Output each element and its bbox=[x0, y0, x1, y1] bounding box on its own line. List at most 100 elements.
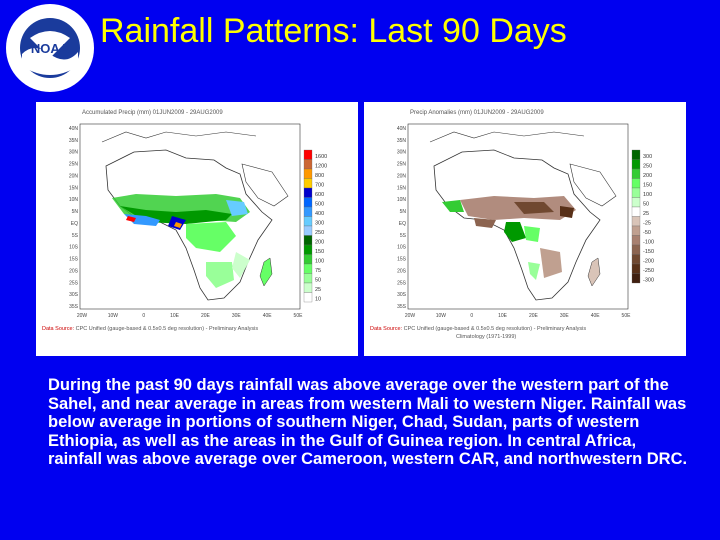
left-lat-tick: 30N bbox=[69, 150, 79, 156]
right-legend-label: 50 bbox=[643, 202, 649, 208]
right-legend-swatch bbox=[631, 216, 641, 227]
right-lat-tick: 10S bbox=[397, 245, 407, 251]
left-legend-swatch bbox=[303, 244, 313, 255]
right-legend-swatch bbox=[631, 187, 641, 198]
left-map-title: Accumulated Precip (mm) 01JUN2009 - 29AU… bbox=[82, 110, 223, 116]
left-lon-tick: 10W bbox=[108, 313, 119, 319]
right-legend-label: -25 bbox=[643, 221, 651, 227]
left-legend-label: 500 bbox=[315, 202, 324, 208]
left-source-label: Data Source: bbox=[42, 326, 75, 332]
left-legend-label: 100 bbox=[315, 259, 324, 265]
left-source-text: CPC Unified (gauge-based & 0.5x0.5 deg r… bbox=[75, 326, 259, 332]
left-legend-label: 300 bbox=[315, 221, 324, 227]
right-legend-swatch bbox=[631, 235, 641, 246]
left-legend-label: 10 bbox=[315, 297, 321, 303]
page-title: Rainfall Patterns: Last 90 Days bbox=[100, 12, 567, 50]
left-lat-tick: 20N bbox=[69, 173, 79, 179]
right-lat-tick: 25N bbox=[397, 162, 407, 168]
left-lon-tick: 30E bbox=[232, 313, 242, 319]
right-legend-label: -50 bbox=[643, 230, 651, 236]
right-lat-tick: 15S bbox=[397, 257, 407, 263]
left-lat-tick: 30S bbox=[69, 292, 79, 298]
left-legend-label: 150 bbox=[315, 249, 324, 255]
right-legend-swatch bbox=[631, 168, 641, 179]
left-legend-swatch bbox=[303, 178, 313, 189]
left-legend-label: 800 bbox=[315, 173, 324, 179]
right-lat-tick: 20N bbox=[397, 173, 407, 179]
left-lon-tick: 20E bbox=[201, 313, 211, 319]
left-legend-label: 250 bbox=[315, 230, 324, 236]
right-legend-swatch bbox=[631, 225, 641, 236]
left-legend-swatch bbox=[303, 235, 313, 246]
left-lat-tick: 15S bbox=[69, 257, 79, 263]
right-lon-tick: 0 bbox=[470, 313, 473, 319]
left-legend-swatch bbox=[303, 292, 313, 303]
left-lat-tick: 25N bbox=[69, 162, 79, 168]
right-lon-tick: 10E bbox=[498, 313, 508, 319]
left-lon-tick: 10E bbox=[170, 313, 180, 319]
accumulated-precip-map: Accumulated Precip (mm) 01JUN2009 - 29AU… bbox=[36, 102, 358, 356]
precip-anomaly-map: Precip Anomalies (mm) 01JUN2009 - 29AUG2… bbox=[364, 102, 686, 356]
left-legend-swatch bbox=[303, 225, 313, 236]
right-lon-tick: 50E bbox=[622, 313, 632, 319]
right-legend-swatch bbox=[631, 263, 641, 274]
right-legend-label: 150 bbox=[643, 183, 652, 189]
summary-caption: During the past 90 days rainfall was abo… bbox=[48, 376, 688, 468]
left-lat-tick: 5N bbox=[72, 209, 79, 215]
right-lat-tick: 5S bbox=[400, 233, 407, 239]
right-legend-label: 250 bbox=[643, 164, 652, 170]
left-lat-tick: 35N bbox=[69, 138, 79, 144]
left-lat-tick: 35S bbox=[69, 304, 79, 310]
left-lat-tick: 15N bbox=[69, 185, 79, 191]
left-legend-label: 400 bbox=[315, 211, 324, 217]
noaa-logo: NOAA bbox=[4, 2, 96, 94]
left-legend-swatch bbox=[303, 254, 313, 265]
left-legend-swatch bbox=[303, 159, 313, 170]
left-legend-swatch bbox=[303, 149, 313, 160]
left-lat-tick: 20S bbox=[69, 268, 79, 274]
right-lon-tick: 20W bbox=[405, 313, 416, 319]
left-legend-label: 50 bbox=[315, 278, 321, 284]
left-lat-tick: 40N bbox=[69, 126, 79, 132]
left-legend-label: 600 bbox=[315, 192, 324, 198]
right-legend-label: -150 bbox=[643, 249, 654, 255]
left-lon-tick: 0 bbox=[142, 313, 145, 319]
right-lat-tick: 35S bbox=[397, 304, 407, 310]
right-map-title: Precip Anomalies (mm) 01JUN2009 - 29AUG2… bbox=[410, 110, 544, 116]
right-lon-tick: 40E bbox=[591, 313, 601, 319]
right-lon-tick: 30E bbox=[560, 313, 570, 319]
left-lat-tick: 10N bbox=[69, 197, 79, 203]
right-legend-label: -200 bbox=[643, 259, 654, 265]
right-legend-label: -100 bbox=[643, 240, 654, 246]
right-legend-label: -250 bbox=[643, 268, 654, 274]
right-source-label: Data Source: bbox=[370, 326, 403, 332]
left-lat-tick: 5S bbox=[72, 233, 79, 239]
right-legend-swatch bbox=[631, 254, 641, 265]
left-legend-swatch bbox=[303, 187, 313, 198]
left-legend-swatch bbox=[303, 263, 313, 274]
right-lat-tick: 15N bbox=[397, 185, 407, 191]
right-lat-tick: 30N bbox=[397, 150, 407, 156]
right-source-text: CPC Unified (gauge-based & 0.5x0.5 deg r… bbox=[403, 326, 587, 332]
right-lat-tick: 10N bbox=[397, 197, 407, 203]
right-legend-label: 25 bbox=[643, 211, 649, 217]
right-legend-swatch bbox=[631, 149, 641, 160]
left-legend-label: 25 bbox=[315, 287, 321, 293]
right-lat-tick: 20S bbox=[397, 268, 407, 274]
left-legend-label: 1200 bbox=[315, 164, 327, 170]
right-lat-tick: 5N bbox=[400, 209, 407, 215]
right-legend-swatch bbox=[631, 244, 641, 255]
logo-text: NOAA bbox=[31, 41, 70, 56]
left-lon-tick: 40E bbox=[263, 313, 273, 319]
right-lat-tick: 30S bbox=[397, 292, 407, 298]
right-legend-swatch bbox=[631, 178, 641, 189]
left-legend-swatch bbox=[303, 273, 313, 284]
left-lat-tick: 10S bbox=[69, 245, 79, 251]
right-legend-label: 200 bbox=[643, 173, 652, 179]
right-lon-tick: 20E bbox=[529, 313, 539, 319]
right-legend-swatch bbox=[631, 159, 641, 170]
left-legend-swatch bbox=[303, 206, 313, 217]
right-legend-swatch bbox=[631, 206, 641, 217]
left-legend-swatch bbox=[303, 216, 313, 227]
right-source-climatology: Climatology (1971-1999) bbox=[456, 334, 517, 340]
